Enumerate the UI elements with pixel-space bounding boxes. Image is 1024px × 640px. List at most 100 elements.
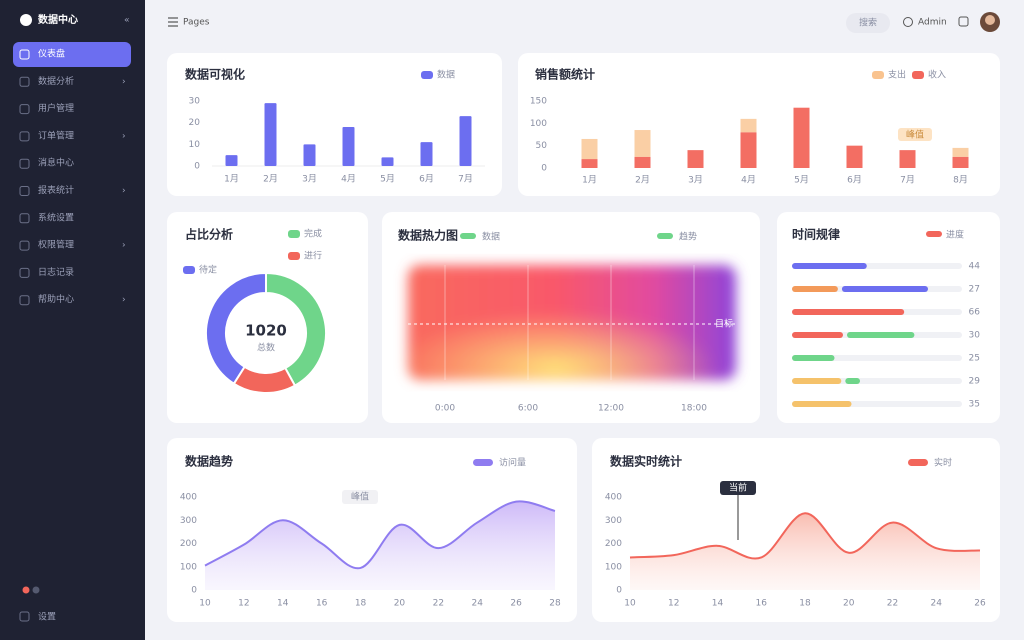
status-dot	[32, 586, 40, 594]
menu-item[interactable]: 权限管理	[38, 239, 74, 251]
x-tick-label: 7月	[458, 174, 473, 185]
x-tick-label: 10	[624, 599, 636, 609]
menu-item[interactable]: 用户管理	[38, 102, 74, 114]
y-tick-label: 400	[180, 493, 197, 503]
bar-segment[interactable]	[793, 107, 810, 168]
x-tick-label: 18	[355, 599, 367, 609]
bar[interactable]	[342, 127, 355, 166]
menu-icon	[19, 131, 30, 142]
x-tick-label: 20	[394, 599, 406, 609]
x-tick-label: 22	[433, 599, 444, 609]
bar-segment[interactable]	[846, 145, 863, 168]
card-title: 时间规律	[792, 227, 840, 242]
heat-grid	[444, 265, 695, 380]
bar-segment[interactable]	[792, 286, 838, 292]
x-tick-label: 26	[974, 599, 986, 609]
card	[167, 53, 502, 196]
bar-segment[interactable]	[841, 286, 928, 292]
card	[167, 212, 368, 423]
bar[interactable]	[303, 144, 316, 166]
bar-segment[interactable]	[952, 156, 969, 168]
y-tick-label: 200	[180, 539, 197, 549]
legend-swatch	[421, 71, 433, 79]
user-name[interactable]: Admin	[918, 18, 947, 28]
tooltip	[898, 128, 932, 141]
bar-segment[interactable]	[687, 150, 704, 168]
bar-segment[interactable]	[952, 147, 969, 157]
legend-swatch	[473, 459, 493, 466]
bar-segment[interactable]	[792, 401, 852, 407]
y-tick-label: 20	[189, 118, 201, 128]
avatar-face	[985, 15, 995, 25]
bar[interactable]	[225, 155, 238, 166]
bar[interactable]	[420, 142, 433, 166]
x-tick-label: 14	[712, 599, 724, 609]
message-icon[interactable]	[958, 16, 969, 27]
x-tick-label: 6:00	[518, 404, 538, 414]
menu-item[interactable]: 消息中心	[38, 157, 74, 169]
menu-item[interactable]: 系统设置	[38, 211, 74, 223]
legend-label: 进行	[304, 250, 322, 262]
collapse-icon[interactable]: «	[124, 16, 130, 26]
menu-item[interactable]: 订单管理	[38, 129, 74, 141]
menu-icon	[19, 104, 30, 115]
bar-segment[interactable]	[581, 138, 598, 160]
clock-icon[interactable]	[903, 17, 913, 27]
legend-swatch	[872, 71, 884, 79]
card-title: 数据热力图	[398, 228, 458, 243]
menu-item[interactable]: 报表统计	[38, 184, 74, 196]
settings-icon	[19, 611, 30, 622]
menu-item[interactable]: 仪表盘	[38, 48, 65, 60]
bar[interactable]	[264, 103, 277, 166]
x-tick-label: 18:00	[681, 404, 707, 414]
bar-segment[interactable]	[847, 332, 915, 338]
x-tick-label: 28	[549, 599, 561, 609]
menu-item[interactable]: 日志记录	[38, 266, 74, 278]
bar-segment[interactable]	[740, 132, 757, 168]
legend-swatch	[288, 252, 300, 260]
menu-icon	[19, 186, 30, 196]
bar-segment[interactable]	[792, 309, 905, 315]
bar[interactable]	[459, 116, 472, 166]
x-tick-label: 18	[799, 599, 811, 609]
card-title: 占比分析	[185, 227, 233, 242]
bar-segment[interactable]	[899, 150, 916, 168]
x-tick-label: 16	[756, 599, 768, 609]
x-tick-label: 7月	[900, 175, 915, 186]
menu-icon[interactable]	[168, 17, 178, 27]
legend-swatch	[908, 459, 928, 466]
bar[interactable]	[381, 157, 394, 166]
bar-segment[interactable]	[634, 156, 651, 168]
x-tick-label: 22	[887, 599, 898, 609]
tooltip-label: 峰值	[351, 491, 369, 503]
bar-segment[interactable]	[581, 159, 598, 168]
donut-segment[interactable]	[205, 271, 267, 386]
bar-segment[interactable]	[792, 332, 843, 338]
menu-caret: ›	[122, 295, 126, 305]
x-tick-label: 6月	[847, 175, 862, 186]
bar-segment[interactable]	[634, 130, 651, 157]
bar-segment[interactable]	[792, 263, 867, 269]
bar-segment[interactable]	[792, 378, 842, 384]
menu-item[interactable]: 数据分析	[38, 75, 74, 87]
x-tick-label: 5月	[380, 174, 395, 185]
bar-segment[interactable]	[845, 378, 860, 384]
tooltip	[342, 490, 378, 504]
x-tick-label: 12	[238, 599, 249, 609]
y-tick-label: 100	[180, 562, 197, 572]
search-box[interactable]	[846, 13, 890, 33]
line	[204, 500, 556, 570]
menu-item[interactable]: 帮助中心	[38, 293, 74, 305]
y-tick-label: 400	[605, 493, 622, 503]
menu-icon	[19, 267, 30, 278]
settings-item[interactable]: 设置	[38, 612, 56, 623]
bar-segment[interactable]	[792, 355, 835, 361]
y-tick-label: 300	[605, 516, 622, 526]
legend-label: 访问量	[499, 457, 526, 469]
legend-label: 趋势	[679, 231, 697, 243]
bar-segment[interactable]	[740, 118, 757, 133]
legend-label: 待定	[199, 264, 217, 276]
x-tick-label: 10	[199, 599, 211, 609]
bar-value: 27	[969, 285, 980, 295]
active-item[interactable]	[13, 42, 131, 67]
